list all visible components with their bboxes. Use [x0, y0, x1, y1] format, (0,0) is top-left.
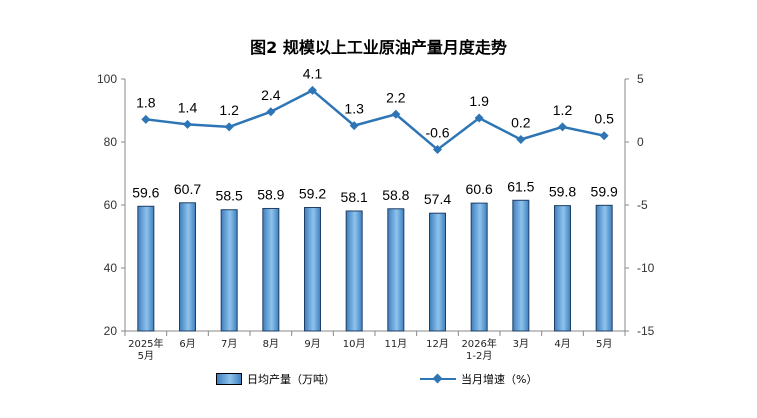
left-axis-tick-label: 100 — [97, 72, 117, 86]
series-line-growth — [145, 88, 605, 152]
legend-bar-label: 日均产量（万吨） — [247, 373, 335, 386]
bar-data-label: 57.4 — [424, 191, 451, 207]
right-axis-tick-label: -5 — [637, 198, 648, 212]
legend-line-label: 当月增速（%） — [461, 373, 538, 386]
bar-daily-output — [262, 207, 280, 332]
bar-data-label: 60.7 — [174, 181, 201, 197]
bar-daily-output — [512, 199, 530, 332]
right-axis-tick-label: -15 — [637, 324, 655, 338]
bar-data-label: 58.5 — [216, 188, 243, 204]
x-axis-tick-label: 2026年 1-2月 — [461, 337, 496, 362]
line-data-label: 1.9 — [469, 93, 489, 109]
bar-data-label: 59.2 — [299, 186, 326, 202]
x-axis-tick-label: 11月 — [384, 338, 407, 350]
bar-daily-output — [595, 204, 613, 332]
line-data-label: 1.4 — [178, 99, 198, 115]
line-point-marker — [141, 114, 151, 124]
left-axis-tick-label: 60 — [104, 198, 118, 212]
bar-daily-output — [470, 202, 488, 332]
line-point-marker — [516, 134, 526, 144]
line-data-label: 1.2 — [219, 102, 239, 118]
bar-daily-output — [554, 205, 571, 332]
line-point-marker — [558, 122, 567, 132]
chart-title: 图2 规模以上工业原油产量月度走势 — [250, 38, 507, 57]
line-data-label: 4.1 — [303, 65, 323, 81]
bar-daily-output — [387, 208, 405, 332]
bar-data-label: 58.1 — [341, 189, 368, 205]
line-point-marker — [308, 85, 317, 95]
bar-data-label: 61.5 — [507, 178, 534, 194]
bar-daily-output — [429, 212, 446, 332]
x-axis-tick-label: 9月 — [304, 338, 320, 350]
line-point-marker — [224, 122, 234, 132]
legend-bar-swatch — [216, 373, 242, 385]
x-axis-tick-label: 3月 — [513, 338, 529, 350]
line-data-label: 0.5 — [594, 111, 614, 127]
x-axis-tick-label: 6月 — [179, 338, 195, 350]
line-point-marker — [266, 107, 276, 117]
bar-daily-output — [304, 207, 321, 332]
line-data-label: 1.2 — [553, 102, 573, 118]
bar-daily-output — [220, 209, 238, 332]
line-data-label: 2.4 — [261, 87, 281, 103]
x-axis-tick-label: 7月 — [221, 338, 237, 350]
bar-daily-output — [345, 210, 363, 332]
legend-line: 当月增速（%） — [420, 371, 537, 387]
bar-daily-output — [179, 202, 196, 332]
line-point-marker — [433, 145, 442, 155]
line-point-marker — [349, 121, 359, 131]
x-axis-tick-label: 4月 — [554, 338, 570, 350]
right-axis-tick-label: 5 — [637, 72, 644, 86]
bar-data-label: 60.6 — [466, 181, 493, 197]
legend-bar: 日均产量（万吨） — [216, 371, 335, 387]
bar-daily-output — [137, 205, 155, 332]
x-axis-tick-label: 12月 — [426, 338, 449, 350]
x-axis-tick-label: 8月 — [263, 338, 279, 350]
line-point-marker — [183, 119, 192, 129]
x-axis-tick-label: 5月 — [596, 338, 612, 350]
x-axis-tick-label: 2025年 5月 — [128, 337, 163, 362]
bar-data-label: 58.9 — [257, 186, 284, 202]
bar-data-label: 58.8 — [382, 187, 409, 203]
right-axis-tick-label: 0 — [637, 135, 644, 149]
left-axis-tick-label: 80 — [104, 135, 118, 149]
left-axis-tick-label: 20 — [104, 324, 118, 338]
line-point-marker — [599, 131, 609, 141]
line-data-label: 0.2 — [511, 114, 531, 130]
line-data-label: 2.2 — [386, 89, 406, 105]
x-axis-tick-label: 10月 — [343, 338, 366, 350]
right-axis-tick-label: -10 — [637, 261, 655, 275]
left-axis-tick-label: 40 — [104, 261, 118, 275]
line-point-marker — [474, 113, 484, 123]
line-data-label: 1.3 — [344, 101, 364, 117]
line-data-label: -0.6 — [425, 125, 449, 141]
bar-data-label: 59.9 — [591, 183, 618, 199]
legend-line-swatch — [420, 373, 456, 385]
bar-data-label: 59.6 — [132, 184, 159, 200]
line-point-marker — [391, 109, 401, 119]
bar-data-label: 59.8 — [549, 184, 576, 200]
line-data-label: 1.8 — [136, 94, 156, 110]
